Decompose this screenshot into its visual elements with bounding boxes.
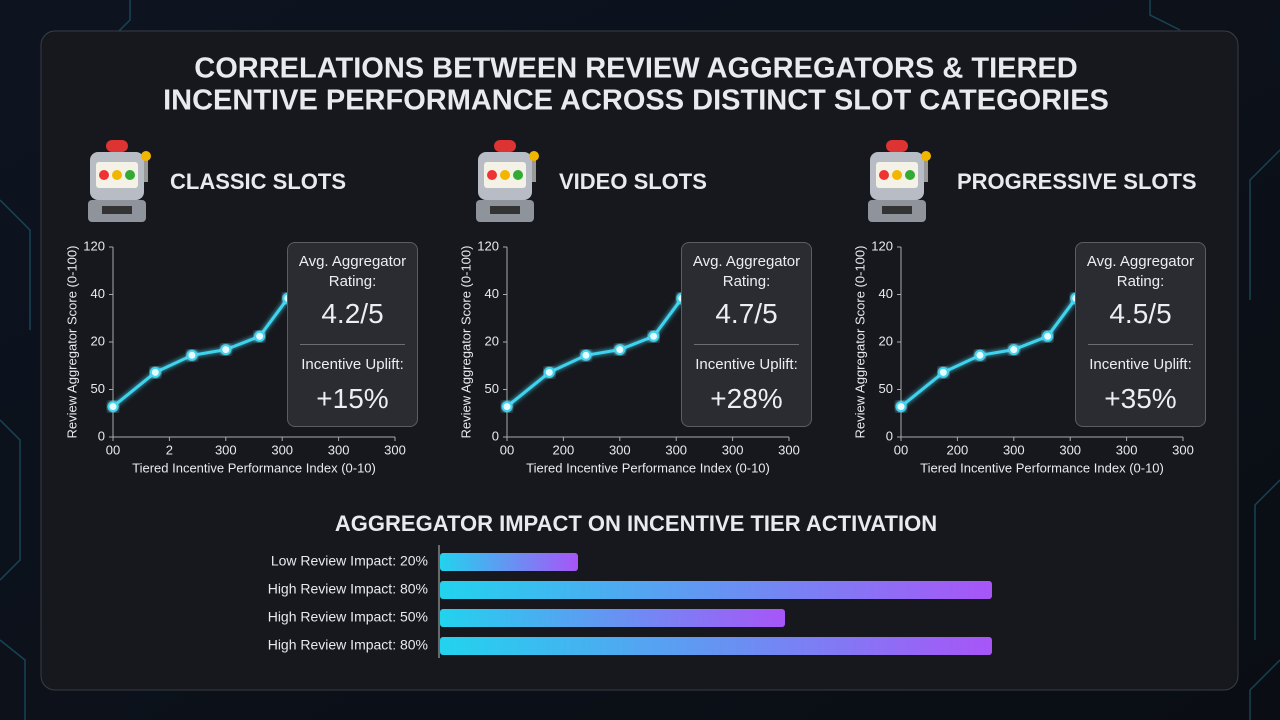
bar xyxy=(440,637,992,655)
point xyxy=(895,401,907,413)
y-tick-label: 50 xyxy=(879,381,893,396)
uplift-value: +28% xyxy=(710,383,783,414)
y-tick-label: 40 xyxy=(485,286,499,301)
uplift-label: Incentive Uplift: xyxy=(1089,356,1192,373)
y-tick-label: 40 xyxy=(879,286,893,301)
x-tick-label: 200 xyxy=(553,442,575,457)
y-axis-label: Review Aggregator Score (0-100) xyxy=(852,246,867,439)
point xyxy=(107,401,119,413)
x-tick-label: 300 xyxy=(215,442,237,457)
uplift-label: Incentive Uplift: xyxy=(695,356,798,373)
x-tick-label: 300 xyxy=(1116,442,1138,457)
x-tick-label: 2 xyxy=(166,442,173,457)
rating-value: 4.2/5 xyxy=(321,298,384,329)
bar-label: Low Review Impact: 20% xyxy=(271,553,428,569)
point xyxy=(220,344,232,356)
stat-box: Avg. Aggregator Rating: 4.5/5 Incentive Up… xyxy=(1075,242,1206,427)
y-tick-label: 20 xyxy=(879,333,893,348)
line xyxy=(900,297,1078,408)
x-tick-label: 300 xyxy=(778,442,800,457)
y-tick-label: 40 xyxy=(91,286,105,301)
stat-box: Avg. Aggregator Rating: 4.2/5 Incentive Up… xyxy=(287,242,418,427)
point xyxy=(974,349,986,361)
point xyxy=(149,366,161,378)
point xyxy=(254,330,266,342)
y-tick-label: 0 xyxy=(492,428,499,443)
line xyxy=(506,297,684,408)
uplift-label: Incentive Uplift: xyxy=(301,356,404,373)
point xyxy=(1042,330,1054,342)
x-tick-label: 300 xyxy=(384,442,406,457)
x-axis-label: Tiered Incentive Performance Index (0-10… xyxy=(526,460,770,475)
point xyxy=(1008,344,1020,356)
rating-label: Avg. Aggregator Rating: xyxy=(298,253,407,290)
bar xyxy=(440,609,785,627)
panel xyxy=(40,30,1239,691)
x-tick-label: 300 xyxy=(722,442,744,457)
y-tick-label: 50 xyxy=(91,381,105,396)
x-tick-label: 300 xyxy=(1003,442,1025,457)
x-axis-label: Tiered Incentive Performance Index (0-10… xyxy=(132,460,376,475)
chart-heading: CLASSIC SLOTS xyxy=(170,169,346,194)
y-tick-label: 0 xyxy=(98,428,105,443)
bar xyxy=(440,553,578,571)
x-tick-label: 300 xyxy=(609,442,631,457)
separator xyxy=(694,344,799,345)
uplift-value: +15% xyxy=(316,383,389,414)
y-tick-label: 120 xyxy=(871,238,893,253)
x-tick-label: 300 xyxy=(1172,442,1194,457)
title-line: INCENTIVE PERFORMANCE ACROSS DISTINCT SL… xyxy=(163,85,1109,117)
y-axis-label: Review Aggregator Score (0-100) xyxy=(458,246,473,439)
chart-heading: PROGRESSIVE SLOTS xyxy=(957,169,1197,194)
point xyxy=(501,401,513,413)
x-tick-label: 00 xyxy=(106,442,120,457)
bar-label: High Review Impact: 80% xyxy=(268,581,428,597)
x-tick-label: 300 xyxy=(1059,442,1081,457)
y-tick-label: 0 xyxy=(886,428,893,443)
point xyxy=(543,366,555,378)
rating-value: 4.5/5 xyxy=(1109,298,1172,329)
point xyxy=(937,366,949,378)
point xyxy=(648,330,660,342)
x-tick-label: 00 xyxy=(500,442,514,457)
rating-label: Avg. Aggregator Rating: xyxy=(692,253,801,290)
uplift-value: +35% xyxy=(1104,383,1177,414)
chart-heading: VIDEO SLOTS xyxy=(559,169,707,194)
stat-box: Avg. Aggregator Rating: 4.7/5 Incentive Up… xyxy=(681,242,812,427)
rating-label: Avg. Aggregator Rating: xyxy=(1086,253,1195,290)
point xyxy=(186,349,198,361)
x-tick-label: 200 xyxy=(947,442,969,457)
x-tick-label: 300 xyxy=(271,442,293,457)
bar-label: High Review Impact: 50% xyxy=(268,609,428,625)
point xyxy=(580,349,592,361)
x-tick-label: 300 xyxy=(665,442,687,457)
x-axis-label: Tiered Incentive Performance Index (0-10… xyxy=(920,460,1164,475)
point xyxy=(614,344,626,356)
rating-value: 4.7/5 xyxy=(715,298,778,329)
y-tick-label: 20 xyxy=(91,333,105,348)
x-tick-label: 00 xyxy=(894,442,908,457)
y-tick-label: 50 xyxy=(485,381,499,396)
y-tick-label: 20 xyxy=(485,333,499,348)
y-tick-label: 120 xyxy=(83,238,105,253)
bar-chart-title: AGGREGATOR IMPACT ON INCENTIVE TIER ACTI… xyxy=(335,511,937,536)
separator xyxy=(1088,344,1193,345)
title-line: CORRELATIONS BETWEEN REVIEW AGGREGATORS … xyxy=(194,53,1077,85)
y-axis-label: Review Aggregator Score (0-100) xyxy=(64,246,79,439)
line xyxy=(112,297,290,408)
x-tick-label: 300 xyxy=(328,442,350,457)
separator xyxy=(300,344,405,345)
y-tick-label: 120 xyxy=(477,238,499,253)
bar-label: High Review Impact: 80% xyxy=(268,637,428,653)
bar xyxy=(440,581,992,599)
